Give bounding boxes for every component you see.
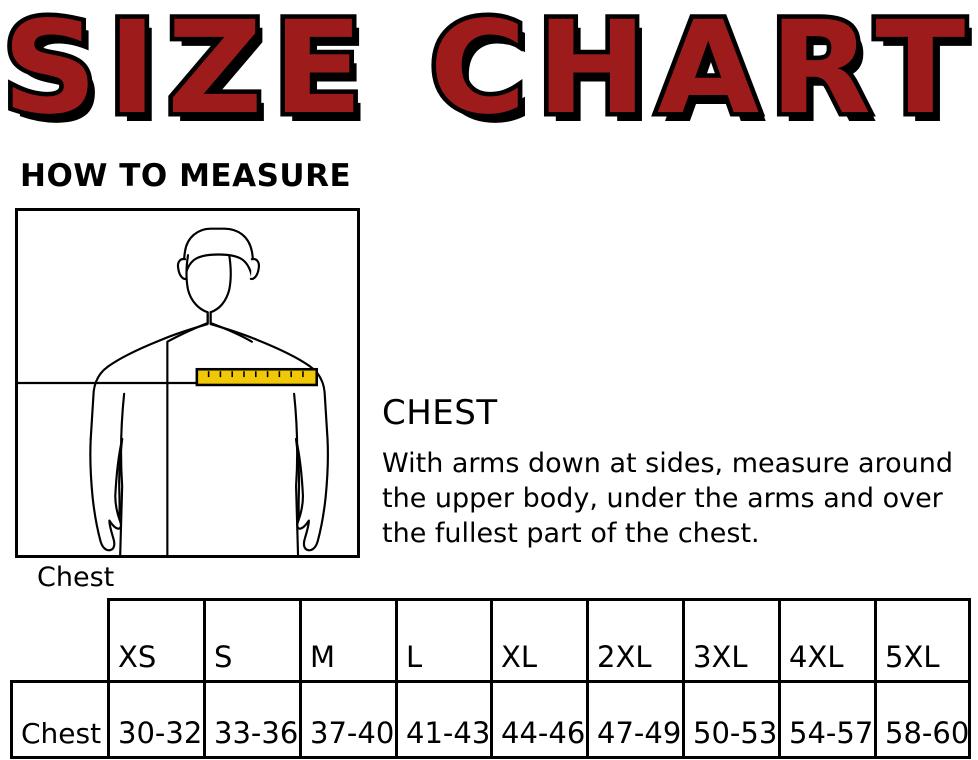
table-header-s: S bbox=[203, 598, 302, 683]
table-header-xs: XS bbox=[107, 598, 206, 683]
description-heading: CHEST bbox=[382, 393, 498, 433]
table-row: Chest 30-32 33-36 37-40 41-43 44-46 47-4… bbox=[10, 680, 971, 759]
table-header-5xl: 5XL bbox=[874, 598, 971, 683]
title-banner: SIZE CHART bbox=[0, 0, 978, 148]
table-header-2xl: 2XL bbox=[586, 598, 685, 683]
measuring-tape-icon bbox=[195, 367, 318, 387]
size-table: XS S M L XL 2XL 3XL 4XL 5XL Chest 30-32 … bbox=[10, 598, 971, 759]
table-header-l: L bbox=[395, 598, 493, 683]
table-header-4xl: 4XL bbox=[778, 598, 877, 683]
description-block: CHEST With arms down at sides, measure a… bbox=[382, 392, 972, 551]
male-torso-figure-icon bbox=[18, 227, 329, 555]
cell-chest-xl: 44-46 bbox=[490, 680, 589, 759]
cell-chest-s: 33-36 bbox=[203, 680, 302, 759]
row-label-chest: Chest bbox=[10, 680, 110, 759]
cell-chest-m: 37-40 bbox=[299, 680, 398, 759]
table-header-row: XS S M L XL 2XL 3XL 4XL 5XL bbox=[12, 598, 971, 683]
table-header-m: M bbox=[299, 598, 398, 683]
how-to-measure-heading: HOW TO MEASURE bbox=[20, 158, 352, 194]
cell-chest-l: 41-43 bbox=[395, 680, 493, 759]
measurement-illustration-box: Chest bbox=[15, 208, 360, 593]
page-title: SIZE CHART bbox=[0, 0, 976, 148]
cell-chest-2xl: 47-49 bbox=[586, 680, 685, 759]
table-header-xl: XL bbox=[490, 598, 589, 683]
description-body: With arms down at sides, measure around … bbox=[382, 448, 953, 549]
table-corner-blank bbox=[12, 600, 109, 682]
cell-chest-4xl: 54-57 bbox=[778, 680, 877, 759]
size-table-container: XS S M L XL 2XL 3XL 4XL 5XL Chest 30-32 … bbox=[10, 598, 971, 759]
table-header-3xl: 3XL bbox=[682, 598, 781, 683]
cell-chest-3xl: 50-53 bbox=[682, 680, 781, 759]
chest-label: Chest bbox=[33, 563, 119, 593]
cell-chest-xs: 30-32 bbox=[107, 680, 206, 759]
cell-chest-5xl: 58-60 bbox=[874, 680, 971, 759]
